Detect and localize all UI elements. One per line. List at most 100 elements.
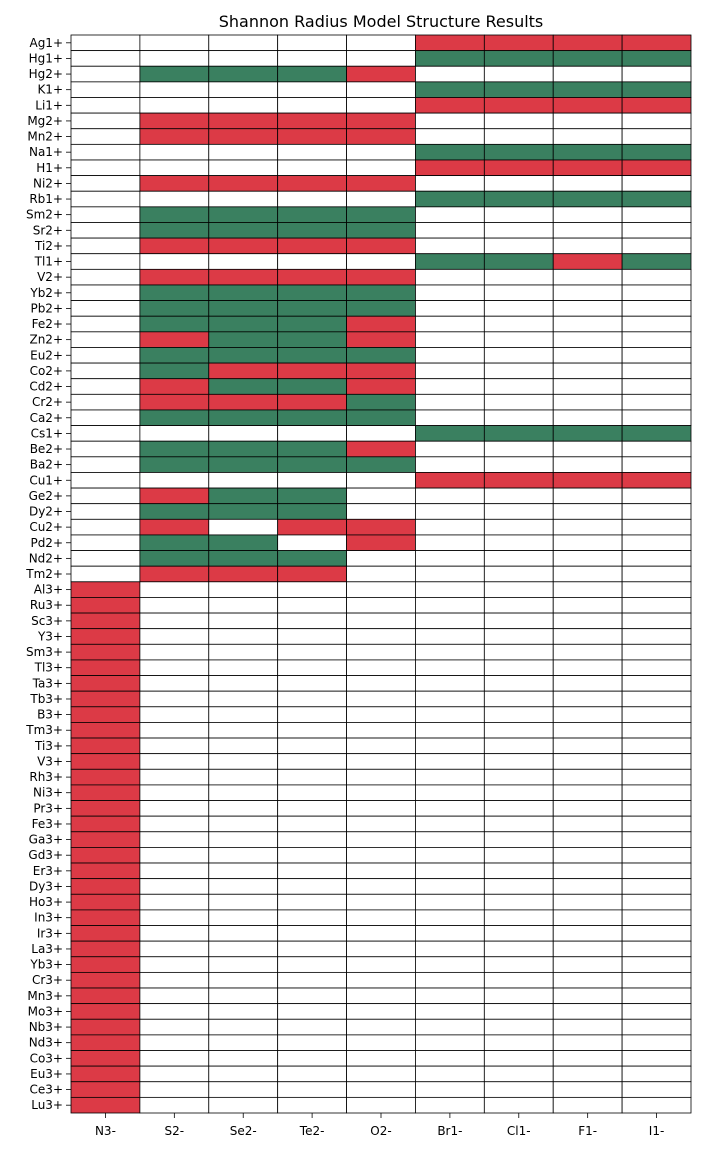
cell-Sm2+-Te2- — [277, 206, 347, 223]
cell-Yb2+-O2- — [346, 284, 416, 301]
cell-Al3+-S2- — [139, 581, 210, 598]
cell-Cs1+-S2- — [139, 425, 210, 442]
cell-Ag1+-S2- — [139, 34, 210, 52]
cell-Fe3+-N3- — [70, 815, 141, 833]
cell-Ge2+-O2- — [346, 487, 416, 505]
cell-Nd3+-Se2- — [208, 1034, 279, 1051]
cell-Tm2+-Se2- — [208, 565, 279, 583]
cell-In3+-Cl1- — [483, 909, 554, 926]
cell-Er3+-Br1- — [415, 862, 485, 880]
cell-B3+-F1- — [552, 706, 623, 723]
cell-Ba2+-Se2- — [208, 456, 279, 473]
y-tick-label: Ni3+ — [33, 786, 63, 800]
cell-Cs1+-Te2- — [277, 425, 347, 442]
y-tick-label: Sm3+ — [26, 645, 63, 659]
cell-Y3+-S2- — [139, 628, 210, 645]
cell-Cr2+-Se2- — [208, 393, 279, 411]
cell-Na1+-F1- — [552, 143, 623, 161]
cell-Dy2+-S2- — [139, 503, 210, 520]
cell-Er3+-N3- — [70, 862, 141, 880]
cell-Co2+-S2- — [139, 362, 210, 380]
cell-Nd2+-O2- — [346, 550, 416, 567]
cell-Fe3+-S2- — [139, 815, 210, 833]
cell-Hg1+-O2- — [346, 50, 416, 67]
cell-Er3+-F1- — [552, 862, 623, 880]
cell-Ge2+-I1- — [621, 487, 692, 505]
cell-Y3+-N3- — [70, 628, 141, 645]
cell-Mo3+-O2- — [346, 1003, 416, 1020]
y-tick-label: Eu3+ — [30, 1067, 63, 1081]
cell-H1+-Se2- — [208, 159, 279, 177]
cell-Pd2+-Cl1- — [483, 534, 554, 551]
y-tick-label: Tb3+ — [29, 692, 63, 706]
cell-Be2+-I1- — [621, 440, 692, 458]
cell-In3+-Br1- — [415, 909, 485, 926]
cell-Pd2+-F1- — [552, 534, 623, 551]
cell-Tb3+-F1- — [552, 690, 623, 708]
cell-Ca2+-I1- — [621, 409, 692, 426]
cell-Li1+-Te2- — [277, 97, 347, 114]
cell-Gd3+-N3- — [70, 847, 141, 864]
cell-Dy3+-Cl1- — [483, 878, 554, 895]
cell-La3+-N3- — [70, 940, 141, 958]
cell-Rb1+-O2- — [346, 190, 416, 208]
cell-Ir3+-Cl1- — [483, 925, 554, 942]
cell-Ti2+-F1- — [552, 237, 623, 255]
cell-Ga3+-N3- — [70, 831, 141, 848]
cell-Tm3+-Te2- — [277, 722, 347, 739]
y-tick-label: Cu2+ — [29, 520, 63, 534]
cell-Yb2+-Cl1- — [483, 284, 554, 301]
cell-K1+-N3- — [70, 81, 141, 98]
cell-Sm3+-S2- — [139, 643, 210, 661]
cell-Ca2+-N3- — [70, 409, 141, 426]
cell-Pd2+-S2- — [139, 534, 210, 551]
cell-Cr2+-F1- — [552, 393, 623, 411]
cell-Tm3+-I1- — [621, 722, 692, 739]
cell-Ru3+-F1- — [552, 597, 623, 614]
y-tick-label: Mo3+ — [28, 1004, 63, 1018]
cell-Ba2+-N3- — [70, 456, 141, 473]
cell-Ca2+-Cl1- — [483, 409, 554, 426]
cell-Tb3+-N3- — [70, 690, 141, 708]
cell-V3+-F1- — [552, 753, 623, 770]
y-tick-label: Y3+ — [37, 629, 63, 643]
cell-Tl1+-O2- — [346, 253, 416, 270]
cell-V3+-Cl1- — [483, 753, 554, 770]
cell-Ag1+-F1- — [552, 34, 623, 52]
cell-Hg1+-Br1- — [415, 50, 485, 67]
y-tick-label: Fe3+ — [32, 817, 63, 831]
cell-Ce3+-S2- — [139, 1081, 210, 1098]
cell-Cr3+-Br1- — [415, 971, 485, 989]
cell-Zn2+-S2- — [139, 331, 210, 348]
y-tick-label: Cr2+ — [32, 395, 63, 409]
cell-Pr3+-I1- — [621, 800, 692, 817]
cell-Yb3+-F1- — [552, 956, 623, 973]
cell-Dy2+-I1- — [621, 503, 692, 520]
cell-Mg2+-F1- — [552, 112, 623, 130]
cell-Be2+-Te2- — [277, 440, 347, 458]
cell-Pd2+-Br1- — [415, 534, 485, 551]
cell-Nd3+-S2- — [139, 1034, 210, 1051]
y-tick-label: Ti3+ — [34, 739, 63, 753]
cell-Yb2+-Te2- — [277, 284, 347, 301]
cell-Sr2+-I1- — [621, 222, 692, 239]
cell-Na1+-O2- — [346, 143, 416, 161]
cell-Cs1+-O2- — [346, 425, 416, 442]
cell-Cu1+-O2- — [346, 472, 416, 489]
cell-Ce3+-Br1- — [415, 1081, 485, 1098]
cell-Rh3+-Br1- — [415, 768, 485, 786]
cell-Ti3+-N3- — [70, 737, 141, 755]
cell-Ti3+-O2- — [346, 737, 416, 755]
cell-H1+-Br1- — [415, 159, 485, 177]
cell-Gd3+-F1- — [552, 847, 623, 864]
cell-Ba2+-S2- — [139, 456, 210, 473]
y-tick-label: Cr3+ — [32, 973, 63, 987]
cell-Ca2+-Te2- — [277, 409, 347, 426]
cell-Be2+-S2- — [139, 440, 210, 458]
x-tick-label: O2- — [370, 1124, 391, 1138]
y-tick-label: Ir3+ — [37, 926, 63, 940]
cell-Cd2+-Br1- — [415, 378, 485, 395]
cell-Zn2+-Cl1- — [483, 331, 554, 348]
cell-Mo3+-N3- — [70, 1003, 141, 1020]
cell-Cu1+-I1- — [621, 472, 692, 489]
